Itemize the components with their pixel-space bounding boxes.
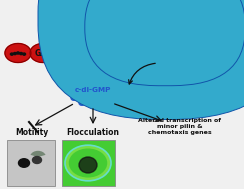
Text: Flocculation: Flocculation [67,128,120,137]
Circle shape [80,95,86,99]
Circle shape [100,82,106,86]
Polygon shape [88,44,104,61]
FancyBboxPatch shape [62,140,115,186]
Text: Motility: Motility [15,128,49,137]
Ellipse shape [79,157,97,173]
Circle shape [10,53,13,55]
Circle shape [79,74,85,78]
Circle shape [108,80,114,84]
Circle shape [20,53,22,55]
Circle shape [118,53,120,55]
Polygon shape [58,43,82,63]
Text: c-di-GMP: c-di-GMP [75,87,111,93]
FancyBboxPatch shape [7,140,55,186]
Circle shape [79,101,85,105]
Circle shape [90,103,96,107]
Circle shape [100,74,106,78]
Text: Altered transcription of
minor pilin &
chemotaxis genes: Altered transcription of minor pilin & c… [139,118,222,135]
Circle shape [67,88,73,92]
Circle shape [71,96,77,100]
Circle shape [71,80,77,84]
Circle shape [100,101,106,105]
Polygon shape [138,43,162,63]
Ellipse shape [5,43,31,63]
Text: Cph2: Cph2 [172,46,208,60]
Circle shape [90,72,96,76]
Circle shape [32,156,41,163]
Text: GAF: GAF [34,49,52,57]
Circle shape [95,88,101,92]
Circle shape [121,52,123,54]
Text: GGDEF*: GGDEF* [56,50,84,56]
Circle shape [13,53,16,55]
FancyBboxPatch shape [38,0,244,119]
Text: GGDEF: GGDEF [137,50,163,56]
Circle shape [124,53,126,55]
Circle shape [112,88,118,92]
Circle shape [114,53,117,55]
Circle shape [19,159,30,167]
Text: EAL: EAL [88,49,104,57]
Ellipse shape [109,43,135,63]
Circle shape [90,80,96,84]
Circle shape [23,53,26,55]
Circle shape [100,95,106,99]
Circle shape [108,96,114,100]
Ellipse shape [30,43,56,63]
Circle shape [127,53,130,55]
Circle shape [85,88,91,92]
Wedge shape [30,151,46,157]
Circle shape [80,82,86,86]
FancyBboxPatch shape [85,0,244,86]
Circle shape [17,52,20,54]
FancyArrowPatch shape [129,63,155,84]
Circle shape [90,97,96,101]
